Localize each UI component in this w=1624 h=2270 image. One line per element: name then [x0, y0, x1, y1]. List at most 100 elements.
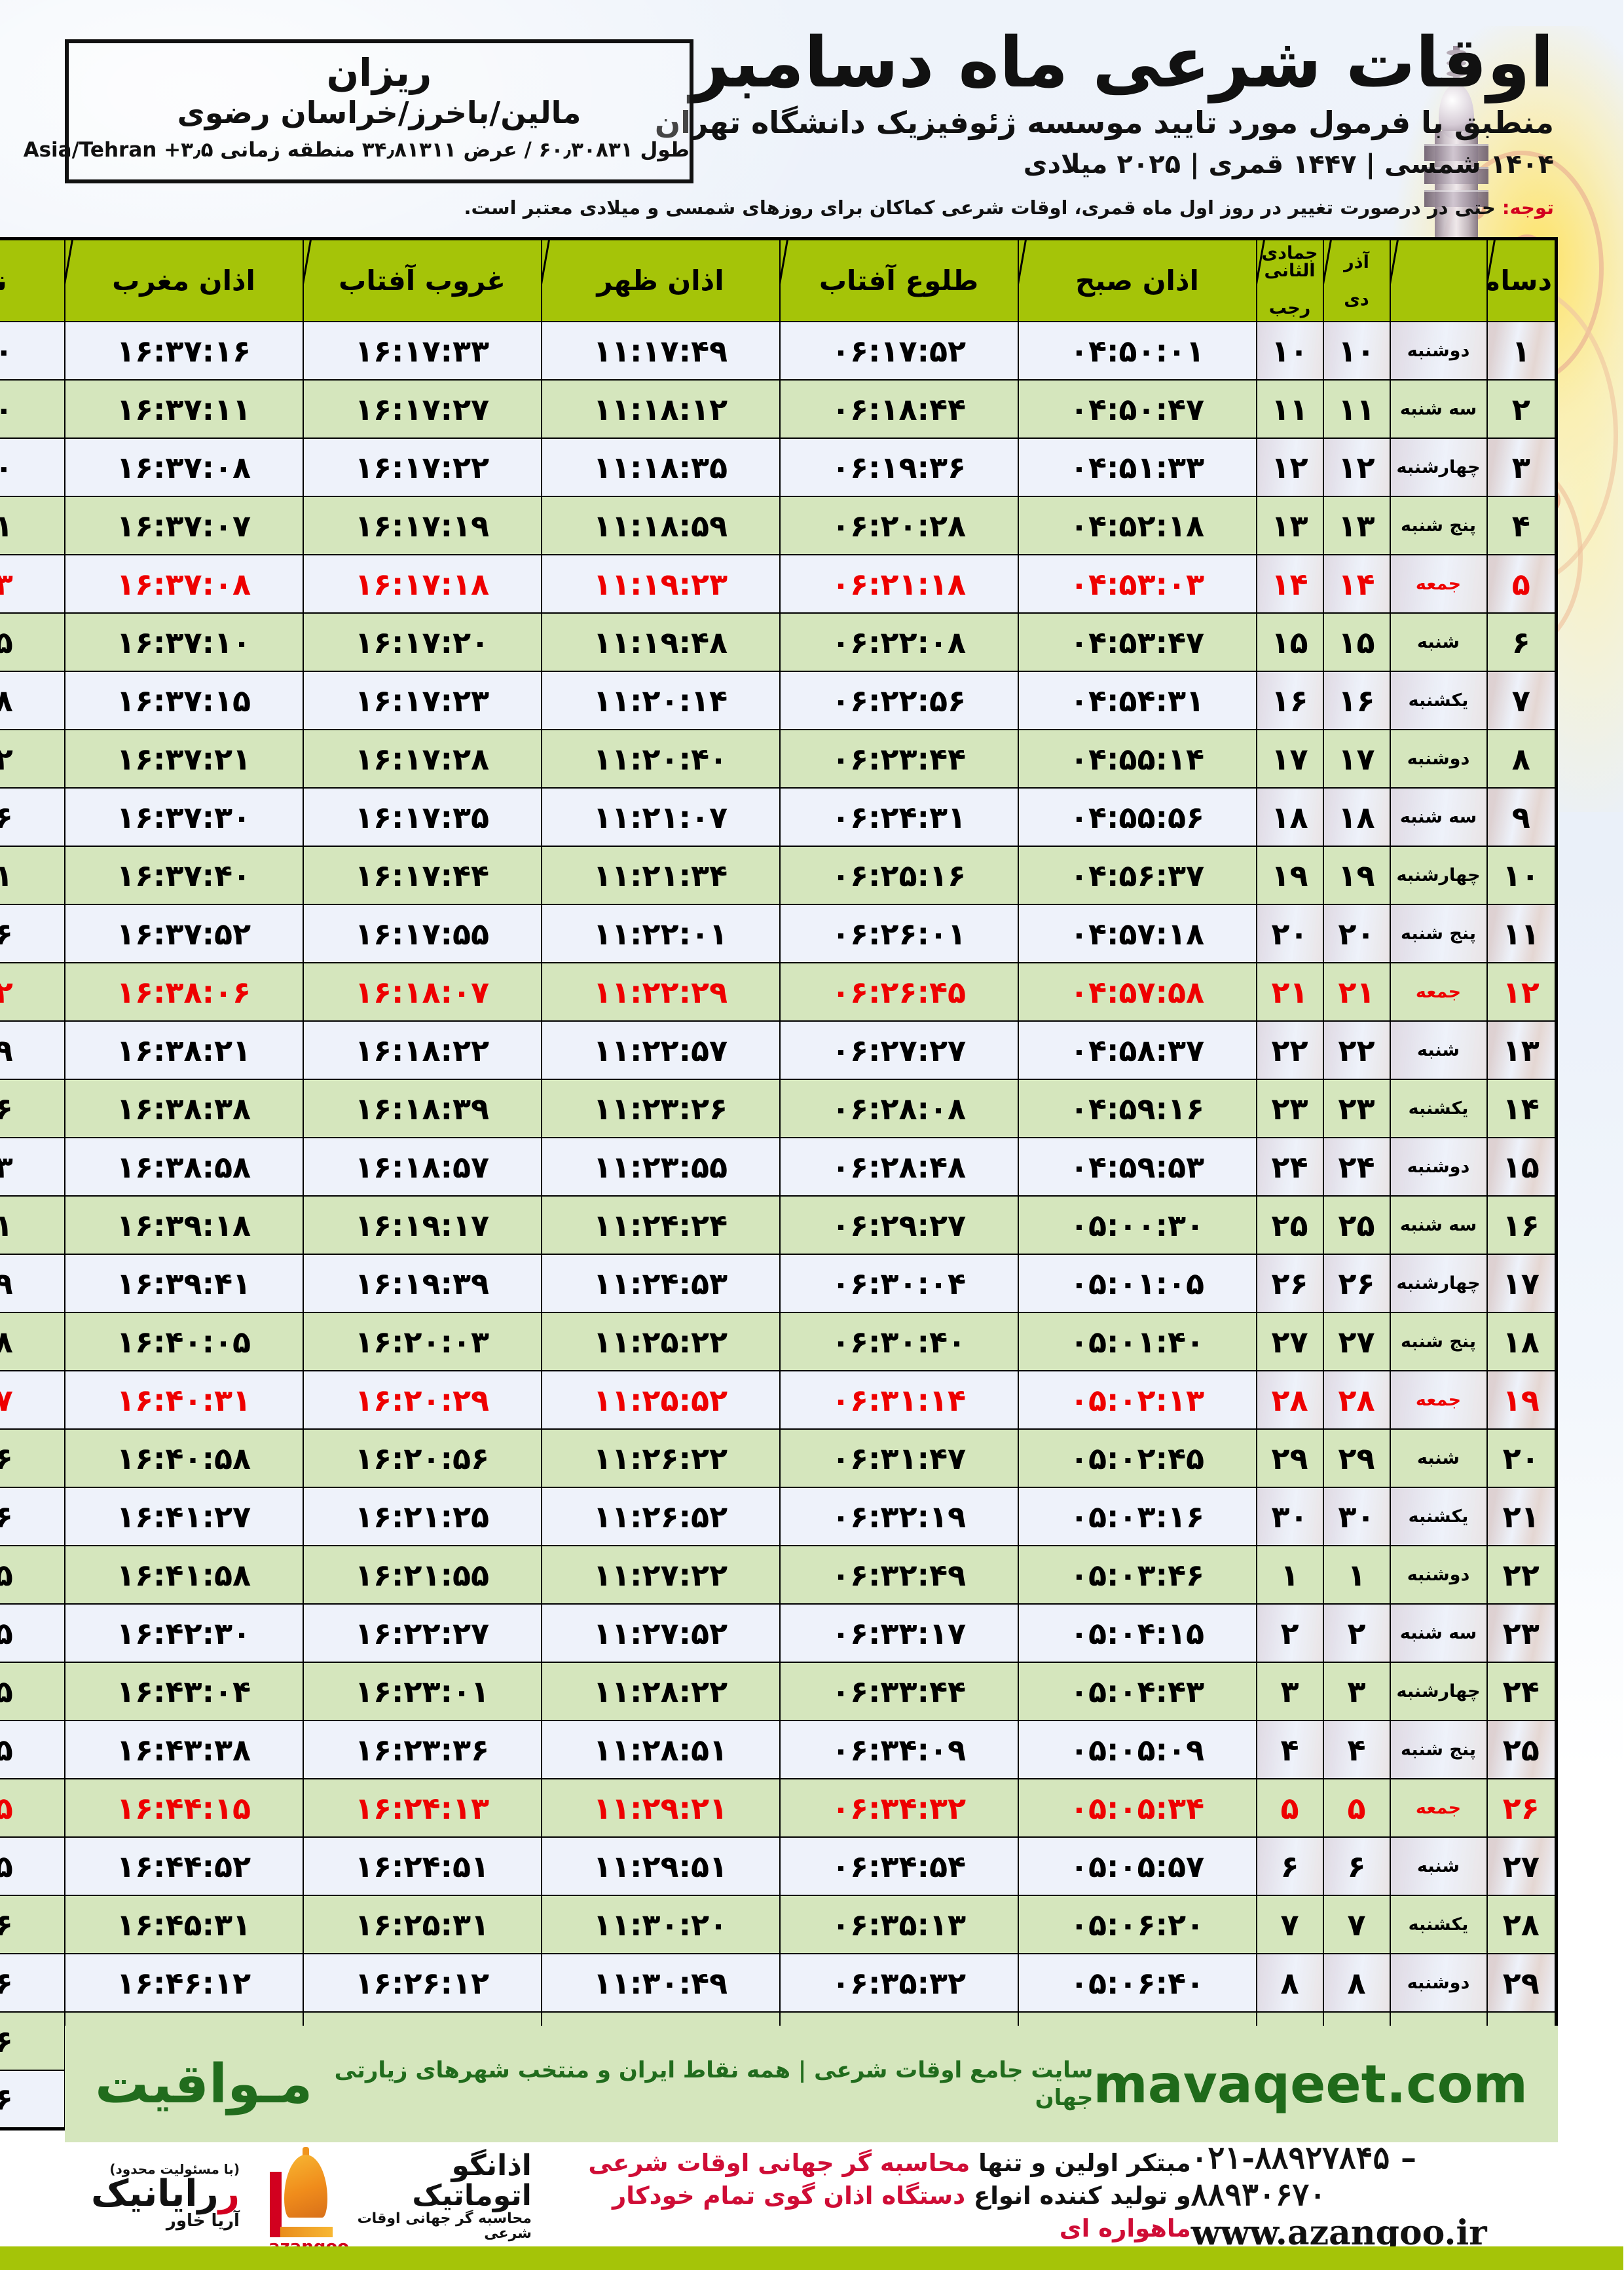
azangoo-logo-text: اذانگو اتوماتیک محاسبه گر جهانی اوقات شر… — [336, 2150, 533, 2241]
cell-maghrib: ۱۶:۳۹:۴۱ — [64, 1254, 304, 1313]
table-row: ۱۹ جمعه ۲۸ ۲۸ ۰۵:۰۲:۱۳ ۰۶:۳۱:۱۴ ۱۱:۲۵:۵۲ ۱۶:۲۰:… — [0, 1370, 1558, 1430]
cell-jal: ۸ — [1323, 1953, 1392, 2013]
azangoo-website[interactable]: www.azangoo.ir — [1191, 2212, 1488, 2253]
cell-dhuhr: ۱۱:۲۶:۵۲ — [541, 1487, 781, 1546]
cell-maghrib: ۱۶:۴۳:۳۸ — [64, 1720, 304, 1779]
cell-weekday: یکشنبه — [1390, 1079, 1488, 1138]
header-jalali-top: آذر — [1344, 251, 1370, 272]
cell-dhuhr: ۱۱:۲۰:۱۴ — [541, 671, 781, 730]
cell-sunrise: ۰۶:۲۶:۰۱ — [779, 904, 1020, 963]
cell-maghrib: ۱۶:۳۷:۰۷ — [64, 496, 304, 555]
table-row: ۱۰ چهارشنبه ۱۹ ۱۹ ۰۴:۵۶:۳۷ ۰۶:۲۵:۱۶ ۱۱:۲۱:۳۴ ۱۶… — [0, 846, 1558, 905]
table-row: ۲۱ یکشنبه ۳۰ ۳۰ ۰۵:۰۳:۱۶ ۰۶:۳۲:۱۹ ۱۱:۲۶:۵۲ ۱۶:۲… — [0, 1487, 1558, 1546]
cell-dhuhr: ۱۱:۳۰:۴۹ — [541, 1953, 781, 2013]
table-row: ۲۶ جمعه ۵ ۵ ۰۵:۰۵:۳۴ ۰۶:۳۴:۳۲ ۱۱:۲۹:۲۱ ۱۶:۲۴:۱۳… — [0, 1778, 1558, 1838]
cell-sunrise: ۰۶:۳۵:۱۳ — [779, 1895, 1020, 1954]
contact-block: ۰۲۱-۸۸۹۲۷۸۴۵ – ۸۸۹۳۰۶۷۰ www.azangoo.ir — [1192, 2140, 1532, 2253]
cell-maghrib: ۱۶:۳۷:۵۲ — [64, 904, 304, 963]
cell-midnight: ۲۲:۴۲:۰۶ — [0, 1428, 66, 1488]
notice-body: حتی در درصورت تغییر در روز اول ماه قمری،… — [464, 196, 1496, 219]
cell-maghrib: ۱۶:۴۳:۰۴ — [64, 1662, 304, 1721]
cell-jal: ۱۳ — [1323, 496, 1392, 555]
table-row: ۲۹ دوشنبه ۸ ۸ ۰۵:۰۶:۴۰ ۰۶:۳۵:۳۲ ۱۱:۳۰:۴۹ ۱۶:۲۶:… — [0, 1953, 1558, 2013]
cell-hij: ۲۵ — [1256, 1195, 1325, 1255]
cell-midnight: ۲۲:۴۶:۰۶ — [0, 1895, 66, 1954]
cell-maghrib: ۱۶:۳۹:۱۸ — [64, 1195, 304, 1255]
cell-sunrise: ۰۶:۲۰:۲۸ — [779, 496, 1020, 555]
cell-day: ۲۱ — [1486, 1487, 1558, 1546]
cell-dhuhr: ۱۱:۲۲:۵۷ — [541, 1020, 781, 1080]
cell-hij: ۳۰ — [1256, 1487, 1325, 1546]
cell-day: ۴ — [1486, 496, 1558, 555]
cell-midnight: ۲۲:۳۴:۵۰ — [0, 437, 66, 497]
cell-midnight: ۲۲:۴۶:۳۶ — [0, 1953, 66, 2013]
cell-sunset: ۱۶:۲۵:۳۱ — [303, 1895, 543, 1954]
cell-day: ۲۴ — [1486, 1662, 1558, 1721]
cell-sunrise: ۰۶:۲۵:۱۶ — [779, 846, 1020, 905]
cell-dhuhr: ۱۱:۲۲:۲۹ — [541, 962, 781, 1022]
calendar-years: ۱۴۰۴ شمسی | ۱۴۴۷ قمری | ۲۰۲۵ میلادی — [1024, 149, 1555, 180]
table-row: ۱۵ دوشنبه ۲۴ ۲۴ ۰۴:۵۹:۵۳ ۰۶:۲۸:۴۸ ۱۱:۲۳:۵۵ ۱۶:۱… — [0, 1137, 1558, 1197]
cell-hij: ۲۷ — [1256, 1312, 1325, 1371]
cell-weekday: دوشنبه — [1390, 729, 1488, 789]
cell-fajr: ۰۴:۵۱:۳۳ — [1018, 437, 1258, 497]
brand-website[interactable]: mavaqeet.com — [1094, 2053, 1528, 2115]
cell-dhuhr: ۱۱:۲۴:۵۳ — [541, 1254, 781, 1313]
cell-day: ۲۶ — [1486, 1778, 1558, 1838]
cell-sunrise: ۰۶:۲۸:۴۸ — [779, 1137, 1020, 1197]
cell-hij: ۲۸ — [1256, 1370, 1325, 1430]
cell-dhuhr: ۱۱:۱۸:۱۲ — [541, 379, 781, 439]
cell-fajr: ۰۵:۰۲:۱۳ — [1018, 1370, 1258, 1430]
footer-brand-band: mavaqeet.com سایت جامع اوقات شرعی | همه … — [65, 2026, 1559, 2142]
cell-sunrise: ۰۶:۳۳:۴۴ — [779, 1662, 1020, 1721]
cell-sunset: ۱۶:۱۷:۱۹ — [303, 496, 543, 555]
header-hijri-top: جمادی الثانی — [1262, 243, 1319, 281]
table-row: ۲۷ شنبه ۶ ۶ ۰۵:۰۵:۵۷ ۰۶:۳۴:۵۴ ۱۱:۲۹:۵۱ ۱۶:۲۴:۵۱… — [0, 1836, 1558, 1896]
cell-sunrise: ۰۶:۳۱:۱۴ — [779, 1370, 1020, 1430]
cell-sunset: ۱۶:۱۸:۲۲ — [303, 1020, 543, 1080]
cell-dhuhr: ۱۱:۱۷:۴۹ — [541, 321, 781, 381]
cell-maghrib: ۱۶:۳۷:۳۰ — [64, 787, 304, 847]
cell-sunset: ۱۶:۱۷:۴۴ — [303, 846, 543, 905]
cell-jal: ۲۱ — [1323, 962, 1392, 1022]
cell-day: ۲۸ — [1486, 1895, 1558, 1954]
cell-sunrise: ۰۶:۳۴:۵۴ — [779, 1836, 1020, 1896]
title-block: اوقات شرعی ماه دسامبر منطبق با فرمول مور… — [655, 27, 1555, 180]
cell-fajr: ۰۴:۵۲:۱۸ — [1018, 496, 1258, 555]
city-region-path: مالین/باخرز/خراسان رضوی — [177, 94, 582, 130]
brand-name: مـواقیت — [96, 2053, 314, 2115]
cell-sunrise: ۰۶:۳۴:۳۲ — [779, 1778, 1020, 1838]
table-row: ۷ یکشنبه ۱۶ ۱۶ ۰۴:۵۴:۳۱ ۰۶:۲۲:۵۶ ۱۱:۲۰:۱۴ ۱۶:۱۷… — [0, 671, 1558, 730]
cell-fajr: ۰۵:۰۰:۳۰ — [1018, 1195, 1258, 1255]
cell-midnight: ۲۲:۳۷:۳۱ — [0, 846, 66, 905]
cell-midnight: ۲۲:۴۱:۳۷ — [0, 1370, 66, 1430]
rayanic-region: آریا خاور — [166, 2211, 240, 2231]
cell-sunset: ۱۶:۱۸:۳۹ — [303, 1079, 543, 1138]
cell-weekday: جمعه — [1390, 1370, 1488, 1430]
cell-fajr: ۰۴:۵۳:۰۳ — [1018, 554, 1258, 614]
cell-sunset: ۱۶:۱۷:۲۷ — [303, 379, 543, 439]
cell-hij: ۲۶ — [1256, 1254, 1325, 1313]
cell-weekday: پنج شنبه — [1390, 1720, 1488, 1779]
cell-fajr: ۰۴:۵۰:۰۱ — [1018, 321, 1258, 381]
cell-dhuhr: ۱۱:۲۰:۴۰ — [541, 729, 781, 789]
cell-sunrise: ۰۶:۲۲:۰۸ — [779, 612, 1020, 672]
cell-hij: ۲۹ — [1256, 1428, 1325, 1488]
cell-jal: ۲۹ — [1323, 1428, 1392, 1488]
cell-dhuhr: ۱۱:۲۵:۵۲ — [541, 1370, 781, 1430]
cell-maghrib: ۱۶:۴۶:۱۲ — [64, 1953, 304, 2013]
cell-maghrib: ۱۶:۳۸:۳۸ — [64, 1079, 304, 1138]
cell-maghrib: ۱۶:۳۷:۰۸ — [64, 437, 304, 497]
cell-jal: ۱۸ — [1323, 787, 1392, 847]
cell-dhuhr: ۱۱:۲۸:۲۲ — [541, 1662, 781, 1721]
table-row: ۱۱ پنج شنبه ۲۰ ۲۰ ۰۴:۵۷:۱۸ ۰۶:۲۶:۰۱ ۱۱:۲۲:۰۱ ۱۶… — [0, 904, 1558, 963]
cell-day: ۱۴ — [1486, 1079, 1558, 1138]
cell-jal: ۱۱ — [1323, 379, 1392, 439]
cell-midnight: ۲۲:۳۷:۰۶ — [0, 787, 66, 847]
cell-maghrib: ۱۶:۴۵:۳۱ — [64, 1895, 304, 1954]
cell-sunrise: ۰۶:۲۱:۱۸ — [779, 554, 1020, 614]
cell-maghrib: ۱۶:۴۴:۱۵ — [64, 1778, 304, 1838]
rayanic-name-text: رایانیک — [92, 2172, 221, 2215]
cell-jal: ۱۹ — [1323, 846, 1392, 905]
